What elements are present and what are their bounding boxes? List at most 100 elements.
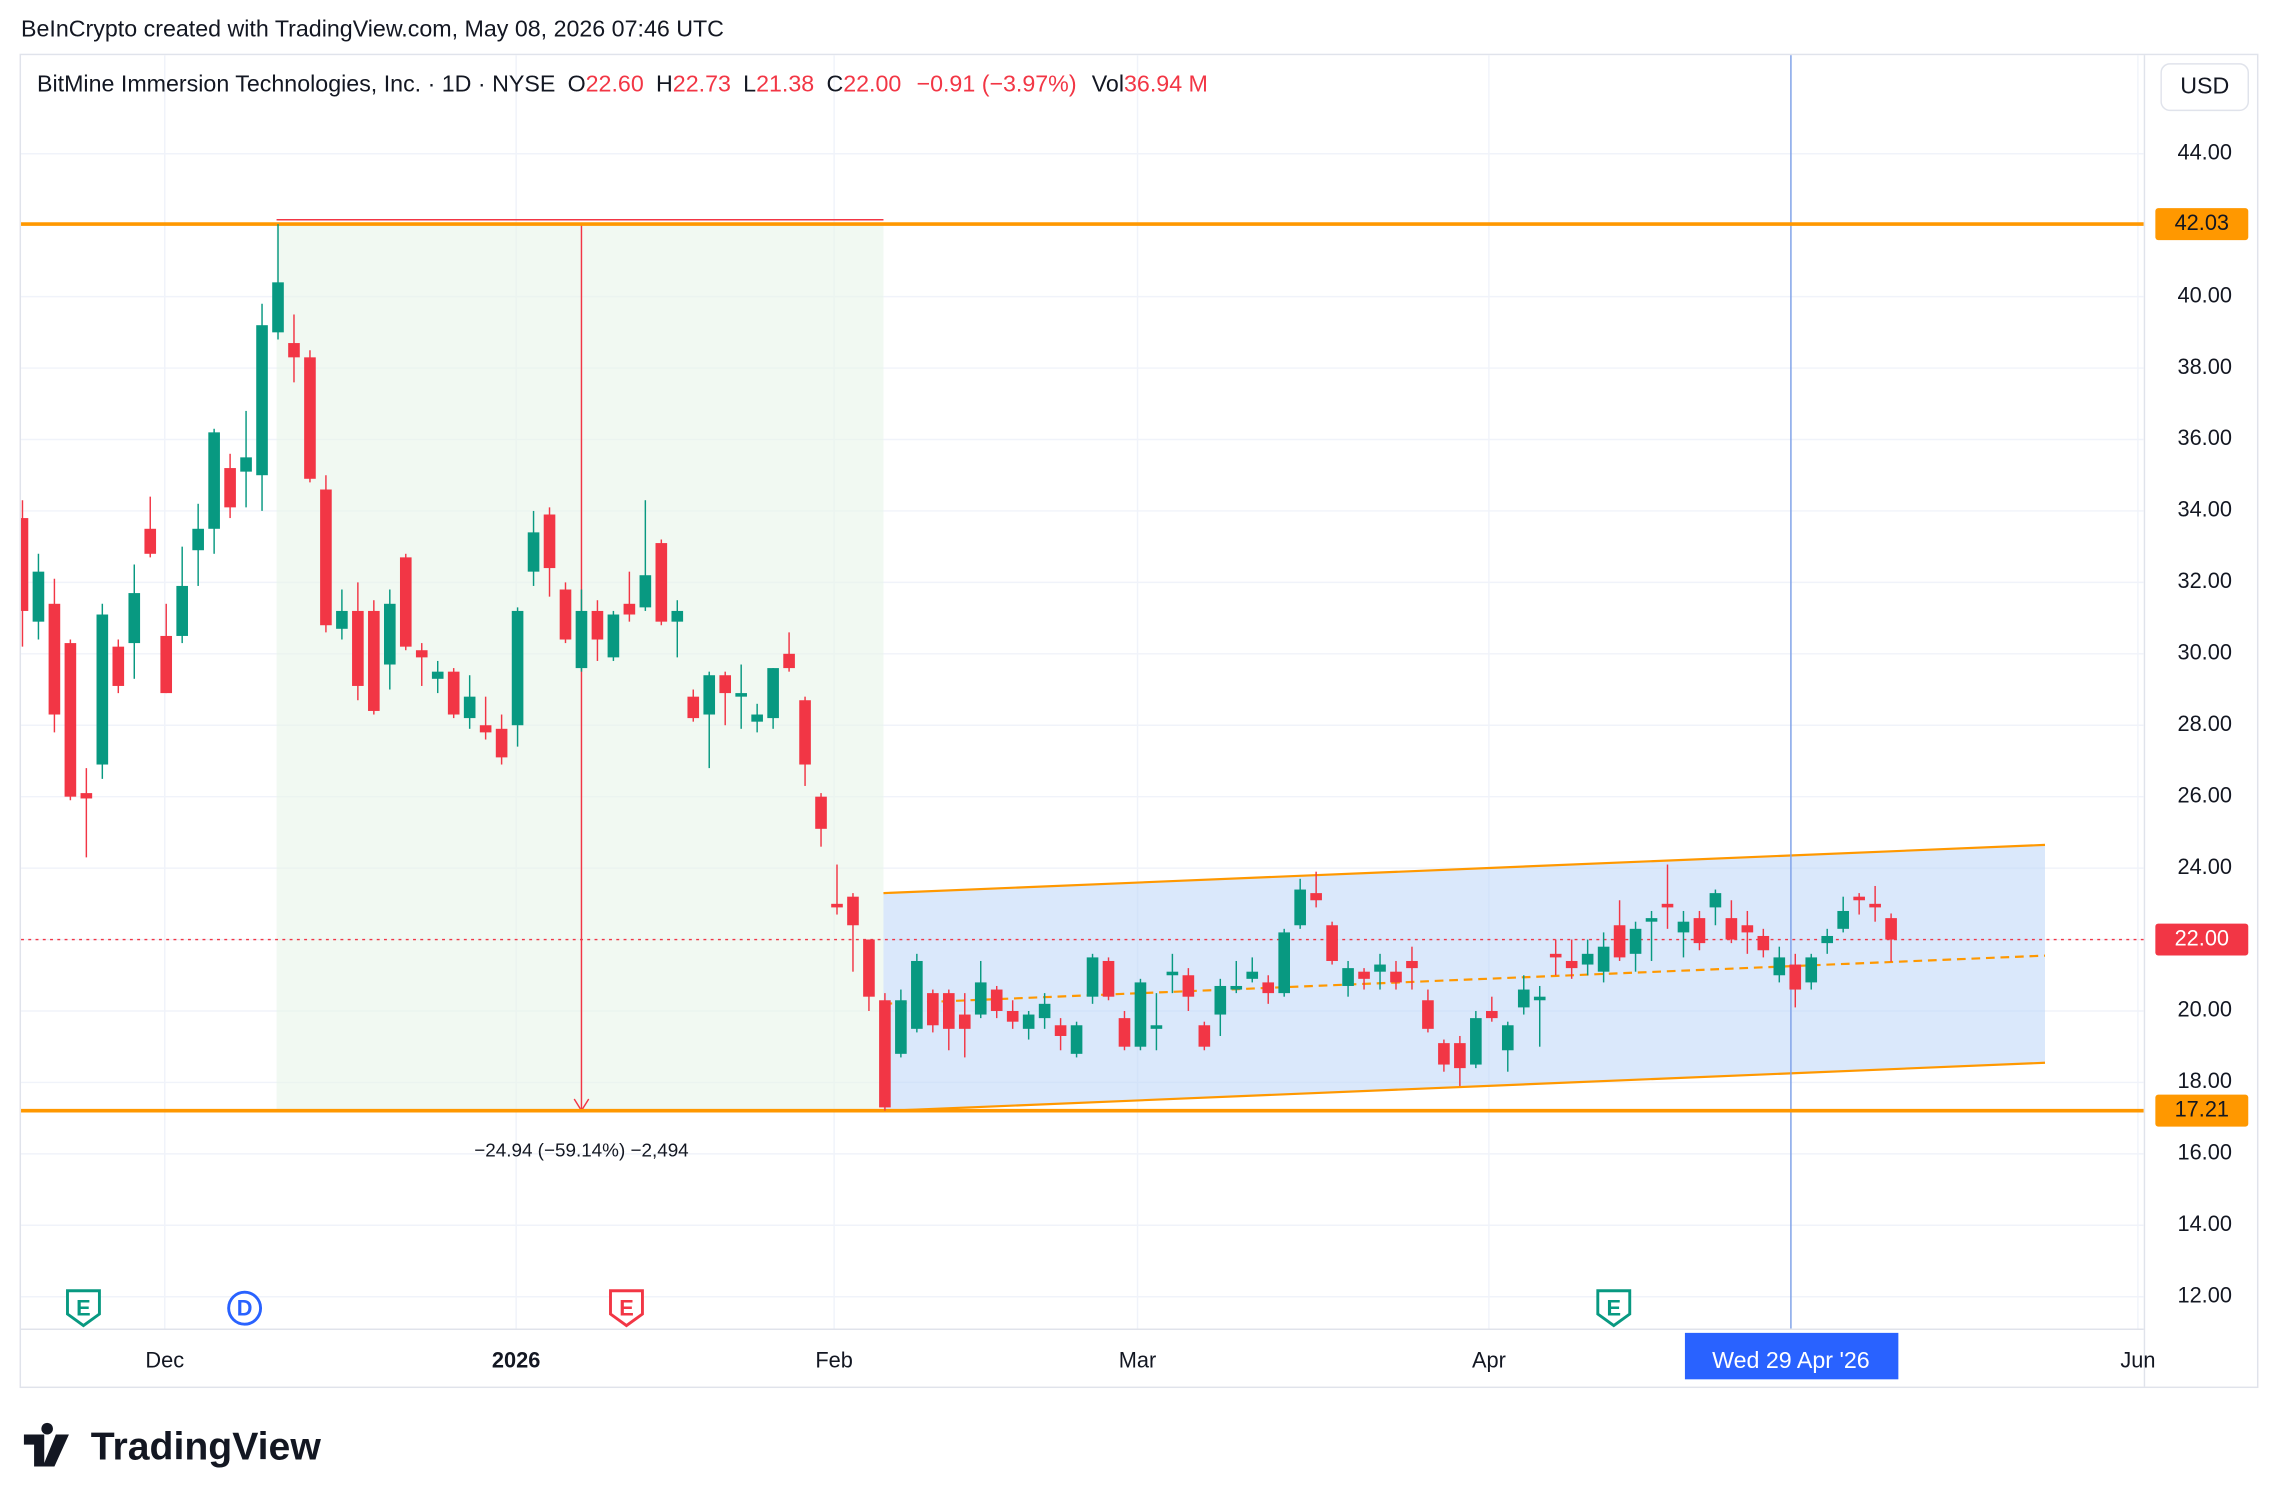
price-label: 42.03: [2175, 210, 2229, 235]
candle-body: [799, 700, 811, 765]
candle-body: [591, 610, 604, 640]
close-value: 22.00: [843, 71, 901, 97]
candle-body: [1054, 1025, 1067, 1036]
candle-body: [1885, 918, 1897, 940]
candle-body: [1310, 893, 1322, 901]
event-badge: [1596, 1289, 1632, 1328]
y-tick-label: 16.00: [2177, 1140, 2231, 1165]
close-label: C: [826, 71, 843, 97]
candle-body: [384, 603, 396, 665]
candle-body: [511, 610, 524, 726]
y-tick-label: 20.00: [2177, 997, 2231, 1022]
candle-body: [879, 1000, 891, 1108]
candle-body: [64, 643, 77, 797]
candle-body: [447, 671, 460, 715]
candle-body: [1406, 960, 1418, 969]
candle-body: [911, 960, 923, 1029]
candle-body: [192, 528, 204, 551]
candle-body: [1438, 1043, 1450, 1065]
candle-body: [1214, 985, 1227, 1015]
axes: 12.00 14.00 16.00 18.00 20.00 22.00 24.00 26.00…: [66, 140, 2249, 1373]
candle-body: [1038, 1003, 1051, 1019]
candle-body: [352, 610, 364, 686]
candle-body: [1022, 1014, 1035, 1029]
candle-body: [112, 646, 125, 686]
candle-body: [543, 514, 556, 569]
candle-body: [1773, 957, 1786, 976]
y-tick-label: 30.00: [2177, 640, 2231, 665]
event-badge: [609, 1289, 644, 1328]
y-tick-label: 36.00: [2177, 425, 2231, 450]
price-label: 17.21: [2175, 1096, 2229, 1121]
candle-body: [1134, 982, 1147, 1047]
candle-body: [1070, 1025, 1083, 1054]
event-letter: E: [619, 1295, 634, 1320]
candle-body: [639, 575, 652, 608]
brand-icon: [23, 1422, 69, 1467]
candle-body: [1821, 935, 1834, 944]
candle-body: [176, 585, 188, 636]
candle-body: [1501, 1025, 1514, 1051]
currency[interactable]: USD: [2180, 72, 2229, 98]
volume-label: Vol: [1092, 71, 1124, 97]
candle-body: [671, 610, 684, 622]
candle-body: [1006, 1010, 1019, 1022]
candle-body: [1565, 960, 1578, 969]
channel-lower: [883, 1061, 2046, 1113]
candle-body: [431, 671, 444, 679]
candle-body: [48, 603, 61, 715]
candle-body: [415, 650, 428, 658]
open-label: O: [568, 71, 586, 97]
y-tick-label: 26.00: [2177, 782, 2231, 807]
candle-body: [1358, 971, 1370, 979]
candle-body: [559, 589, 572, 640]
high-label: H: [656, 71, 673, 97]
crosshair-label: Wed 29 Apr '26: [1712, 1347, 1870, 1373]
y-tick-label: 40.00: [2177, 282, 2231, 307]
price-label-box: [2155, 208, 2249, 241]
candle-body: [1693, 918, 1706, 944]
candle-body: [495, 728, 508, 758]
candle-body: [463, 696, 476, 719]
candle-body: [272, 282, 284, 333]
candle-body: [895, 1000, 907, 1054]
candle-body: [1086, 957, 1099, 997]
candle-body: [1853, 896, 1865, 901]
candle-body: [1198, 1025, 1211, 1047]
symbol: BitMine Immersion Technologies, Inc. · 1…: [37, 71, 555, 97]
candle-body: [831, 903, 843, 908]
change-value: −0.91 (−3.97%): [917, 71, 1077, 97]
candle-body: [815, 796, 827, 829]
open-value: 22.60: [586, 71, 644, 97]
y-tick-label: 12.00: [2177, 1282, 2231, 1307]
y-tick-label: 44.00: [2177, 140, 2231, 165]
y-tick-label: 34.00: [2177, 497, 2231, 522]
candle-body: [1374, 964, 1386, 972]
candle-body: [751, 714, 763, 722]
y-tick-label: 32.00: [2177, 568, 2231, 593]
chart-frame: [19, 53, 2259, 1389]
brand-logo: [23, 1422, 69, 1467]
candle-body: [160, 635, 173, 694]
candle-body: [1805, 957, 1818, 983]
currency-button[interactable]: [2160, 63, 2249, 112]
low-value: 21.38: [756, 71, 814, 97]
candle-body: [687, 696, 700, 719]
candle-body: [336, 610, 348, 629]
x-tick-label: Apr: [1472, 1348, 1506, 1373]
candle-body: [1645, 918, 1658, 922]
candle-body: [1837, 910, 1849, 929]
x-tick-label: 2026: [492, 1348, 540, 1373]
measure-label: −24.94 (−59.14%) −2,494: [474, 1139, 688, 1160]
candle-body: [863, 939, 875, 997]
candle-body: [368, 610, 380, 711]
candle-body: [1262, 982, 1275, 994]
candle-body: [974, 982, 987, 1015]
x-tick-label: Dec: [145, 1348, 184, 1373]
y-tick-label: 18.00: [2177, 1068, 2231, 1093]
candle-body: [1150, 1025, 1163, 1029]
candle-body: [96, 614, 109, 765]
candle-body: [1102, 960, 1115, 997]
candle-body: [1294, 889, 1306, 926]
